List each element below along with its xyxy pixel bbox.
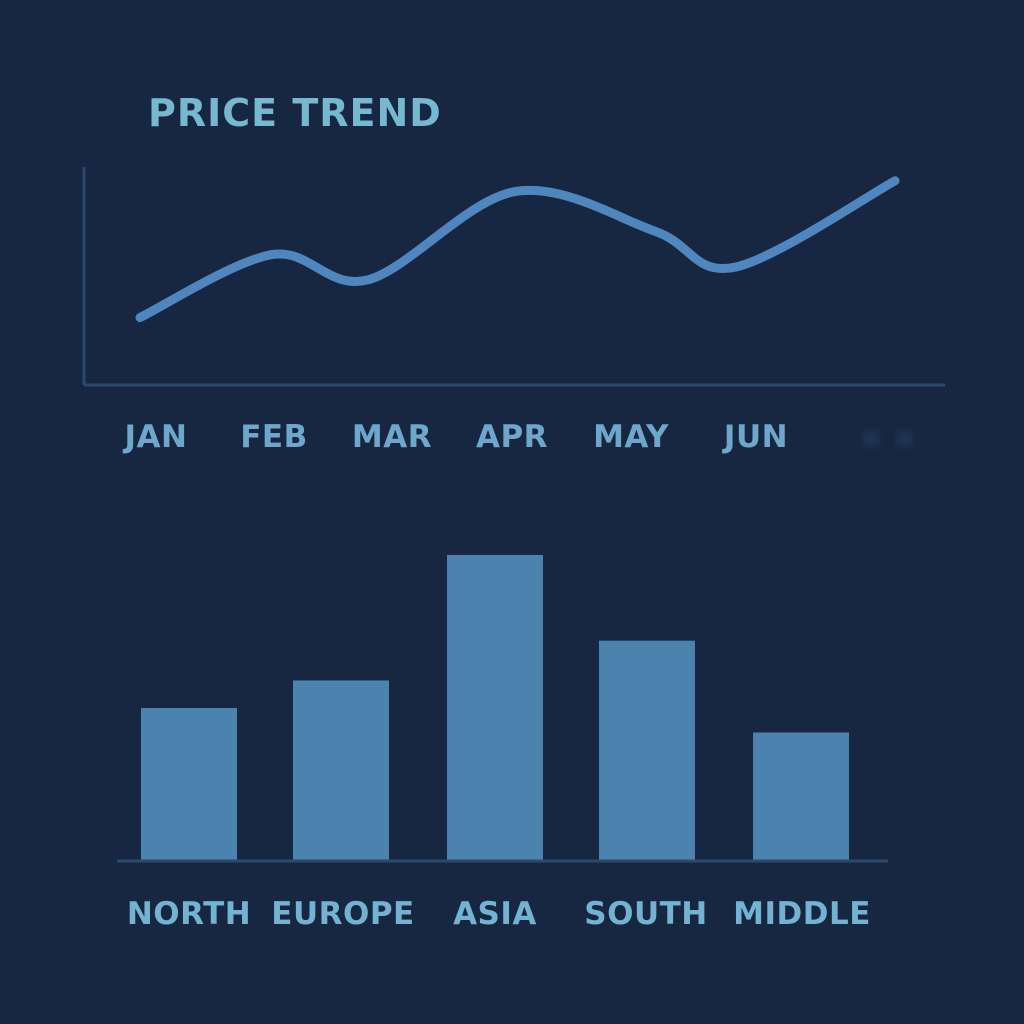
bar-x-tick-label-1: EUROPE bbox=[271, 896, 414, 932]
bars bbox=[141, 555, 849, 861]
bar-asia bbox=[447, 555, 543, 861]
bar-x-tick-label-3: SOUTH bbox=[584, 896, 707, 932]
line-x-tick-label-4: MAY bbox=[593, 419, 669, 455]
bar-europe bbox=[293, 680, 389, 861]
line-points bbox=[139, 180, 896, 318]
line-x-tick-label-2: MAR bbox=[352, 419, 432, 455]
line-x-tick-labels: JAN FEB MAR APR MAY JUN bbox=[123, 419, 788, 455]
bar-north bbox=[141, 708, 237, 861]
line-x-tick-label-5: JUN bbox=[722, 419, 788, 455]
line-x-tick-label-0: JAN bbox=[123, 419, 188, 455]
chart-title: PRICE TREND bbox=[148, 91, 442, 135]
bar-x-tick-label-2: ASIA bbox=[453, 896, 537, 932]
bar-x-tick-label-0: NORTH bbox=[127, 896, 251, 932]
line-chart: PRICE TREND JAN FEB MAR APR MAY JUN ▪ ▪ bbox=[82, 91, 945, 455]
line-x-tick-label-3: APR bbox=[476, 419, 548, 455]
bar-x-tick-label-4: MIDDLE bbox=[733, 896, 871, 932]
bar-chart: NORTH EUROPE ASIA SOUTH MIDDLE bbox=[117, 555, 888, 932]
line-x-tick-label-1: FEB bbox=[240, 419, 307, 455]
bar-middle bbox=[753, 732, 849, 861]
line-series-price-trend bbox=[135, 176, 900, 323]
bar-x-tick-labels: NORTH EUROPE ASIA SOUTH MIDDLE bbox=[127, 896, 871, 932]
bar-south bbox=[599, 640, 695, 861]
blurred-tick-mark: ▪ ▪ bbox=[861, 419, 915, 455]
